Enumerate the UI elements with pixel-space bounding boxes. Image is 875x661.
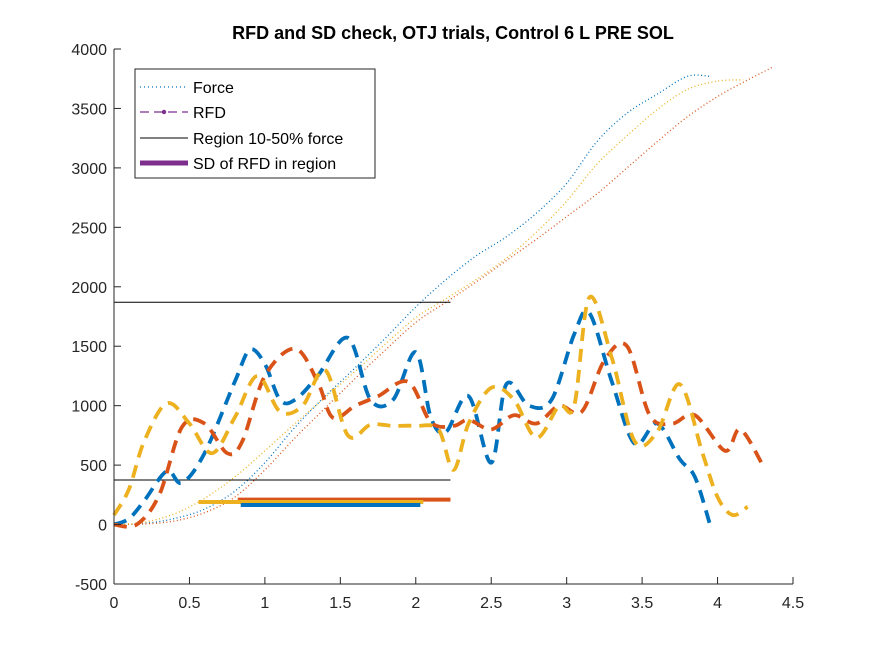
y-tick-label: 2000 (71, 280, 107, 297)
plot-area (112, 66, 774, 529)
legend-label-rfd: RFD (193, 105, 226, 122)
rfd-series-1 (113, 341, 765, 529)
x-tick-label: 3.5 (631, 595, 653, 612)
rfd-series-2 (112, 294, 749, 518)
x-tick-label: 3 (562, 595, 571, 612)
legend-label-force: Force (193, 80, 234, 97)
legend-label-region: Region 10-50% force (193, 131, 343, 148)
y-tick-label: 1500 (71, 339, 107, 356)
y-tick-label: -500 (75, 577, 107, 594)
x-tick-label: 2 (411, 595, 420, 612)
y-tick-label: 4000 (71, 42, 107, 59)
axes: 0 0.5 1 1.5 2 2.5 3 3.5 4 4.5-5000500100015002000… (71, 42, 804, 612)
legend-label-sd: SD of RFD in region (193, 156, 336, 173)
x-tick-label: 0.5 (178, 595, 200, 612)
x-tick-label: 4 (713, 595, 722, 612)
legend: Force RFD Region 10-50% force SD of RFD … (134, 68, 376, 179)
force-series-0 (113, 74, 711, 526)
x-tick-label: 2.5 (480, 595, 502, 612)
y-tick-label: 0 (98, 518, 107, 535)
y-tick-label: 1000 (71, 399, 107, 416)
y-tick-label: 500 (80, 458, 107, 475)
x-tick-label: 1 (260, 595, 269, 612)
x-tick-label: 1.5 (329, 595, 351, 612)
y-tick-label: 3500 (71, 101, 107, 118)
x-tick-label: 4.5 (782, 595, 804, 612)
y-tick-label: 2500 (71, 220, 107, 237)
x-tick-label: 0 (110, 595, 119, 612)
legend-box (134, 68, 376, 179)
legend-swatch-rfd-marker (161, 109, 167, 115)
rfd-series-0 (113, 308, 712, 527)
y-tick-label: 3000 (71, 161, 107, 178)
chart-title: RFD and SD check, OTJ trials, Control 6 … (232, 23, 674, 43)
